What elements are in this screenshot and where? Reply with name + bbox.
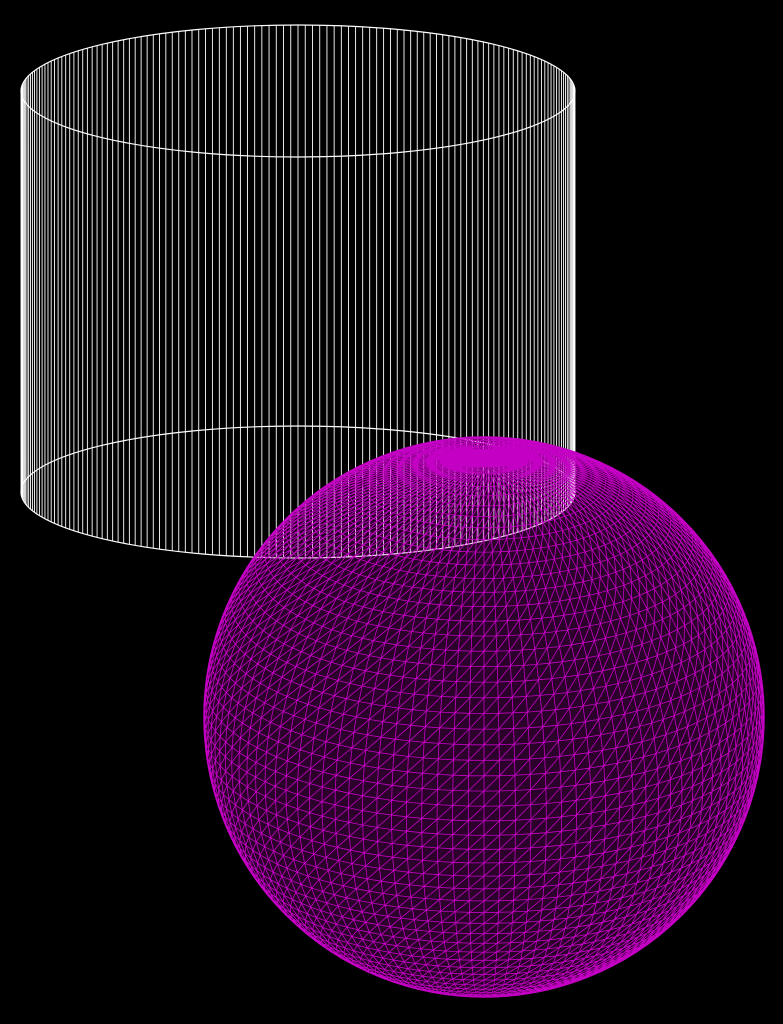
sphere-wireframe [203, 436, 765, 998]
cylinder-top-rim [20, 24, 576, 158]
cylinder-vertical-lines [20, 25, 576, 558]
sphere-outline [203, 436, 765, 998]
